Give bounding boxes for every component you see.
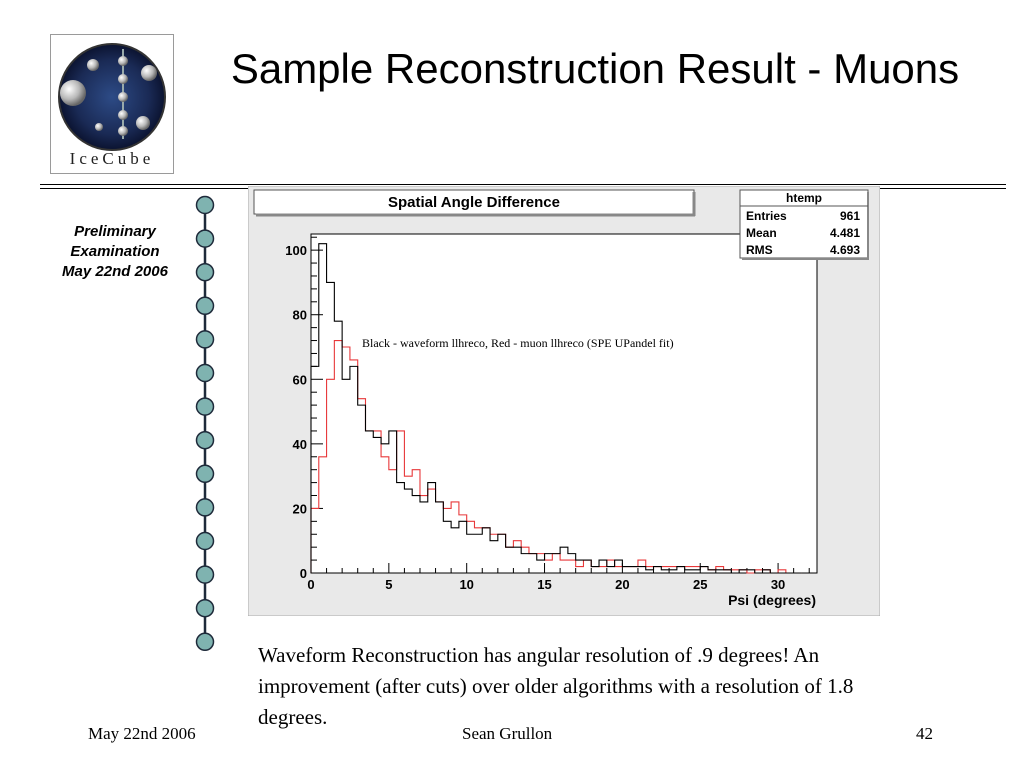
side-note-line-1: Preliminary xyxy=(74,223,156,240)
bead-icon xyxy=(195,195,215,215)
y-tick-label: 0 xyxy=(300,566,307,581)
side-note: Preliminary Examination May 22nd 2006 xyxy=(30,222,200,282)
footer-presenter: Sean Grullon xyxy=(462,724,553,740)
slide-caption: Waveform Reconstruction has angular reso… xyxy=(258,643,854,729)
logo-text: IceCube xyxy=(69,149,155,168)
slide-title: Sample Reconstruction Result - Muons xyxy=(230,45,960,92)
icecube-globe-icon xyxy=(58,43,166,151)
y-tick-label: 100 xyxy=(285,243,307,258)
histogram-chart: Spatial Angle Difference 0 5 10 15 20 25 30 0 20… xyxy=(248,186,880,616)
chart-annotation: Black - waveform llhreco, Red - muon llh… xyxy=(362,336,674,350)
bead-icon xyxy=(195,464,215,484)
bead-icon xyxy=(195,498,215,517)
chart-title: Spatial Angle Difference xyxy=(388,194,560,211)
stats-rms-label: RMS xyxy=(746,243,773,257)
bead-icon xyxy=(195,397,215,416)
stats-mean-label: Mean xyxy=(746,226,777,240)
x-tick-label: 15 xyxy=(537,577,551,592)
stats-box-name: htemp xyxy=(786,191,822,205)
side-note-line-2: Examination xyxy=(70,243,160,260)
x-tick-label: 20 xyxy=(615,577,629,592)
icecube-logo: IceCube xyxy=(50,34,174,174)
y-tick-label: 40 xyxy=(293,437,307,452)
footer-slide-number: 42 xyxy=(916,724,933,743)
bead-icon xyxy=(195,229,215,248)
side-note-line-3: May 22nd 2006 xyxy=(62,263,168,280)
bead-icon xyxy=(195,632,215,652)
bead-icon xyxy=(195,363,215,383)
bead-icon xyxy=(195,531,215,551)
x-tick-label: 0 xyxy=(307,577,314,592)
stats-mean-value: 4.481 xyxy=(830,226,860,240)
y-tick-label: 60 xyxy=(293,372,307,387)
bead-icon xyxy=(195,330,215,349)
stats-entries-value: 961 xyxy=(840,209,860,223)
axis-ticks: 0 5 10 15 20 25 30 0 20 40 60 80 100 xyxy=(285,236,810,592)
bead-chain-decoration xyxy=(195,195,215,652)
bead-icon xyxy=(195,262,215,282)
x-tick-label: 5 xyxy=(385,577,392,592)
plot-frame xyxy=(310,233,818,574)
y-tick-label: 80 xyxy=(293,308,307,323)
series-waveform-llhreco xyxy=(310,243,802,574)
bead-icon xyxy=(195,296,215,316)
footer-date: May 22nd 2006 xyxy=(88,724,196,743)
x-tick-label: 10 xyxy=(459,577,473,592)
stats-entries-label: Entries xyxy=(746,209,787,223)
series-layer xyxy=(310,243,802,574)
x-tick-label: 25 xyxy=(693,577,707,592)
stats-box: htemp Entries 961 Mean 4.481 RMS 4.693 xyxy=(739,189,869,260)
x-axis-label: Psi (degrees) xyxy=(728,592,816,608)
bead-icon xyxy=(195,565,215,584)
x-tick-label: 30 xyxy=(771,577,785,592)
bead-icon xyxy=(195,598,215,618)
bead-icon xyxy=(195,430,215,450)
title-rule-top xyxy=(40,184,1006,185)
y-tick-label: 20 xyxy=(293,501,307,516)
stats-rms-value: 4.693 xyxy=(830,243,860,257)
